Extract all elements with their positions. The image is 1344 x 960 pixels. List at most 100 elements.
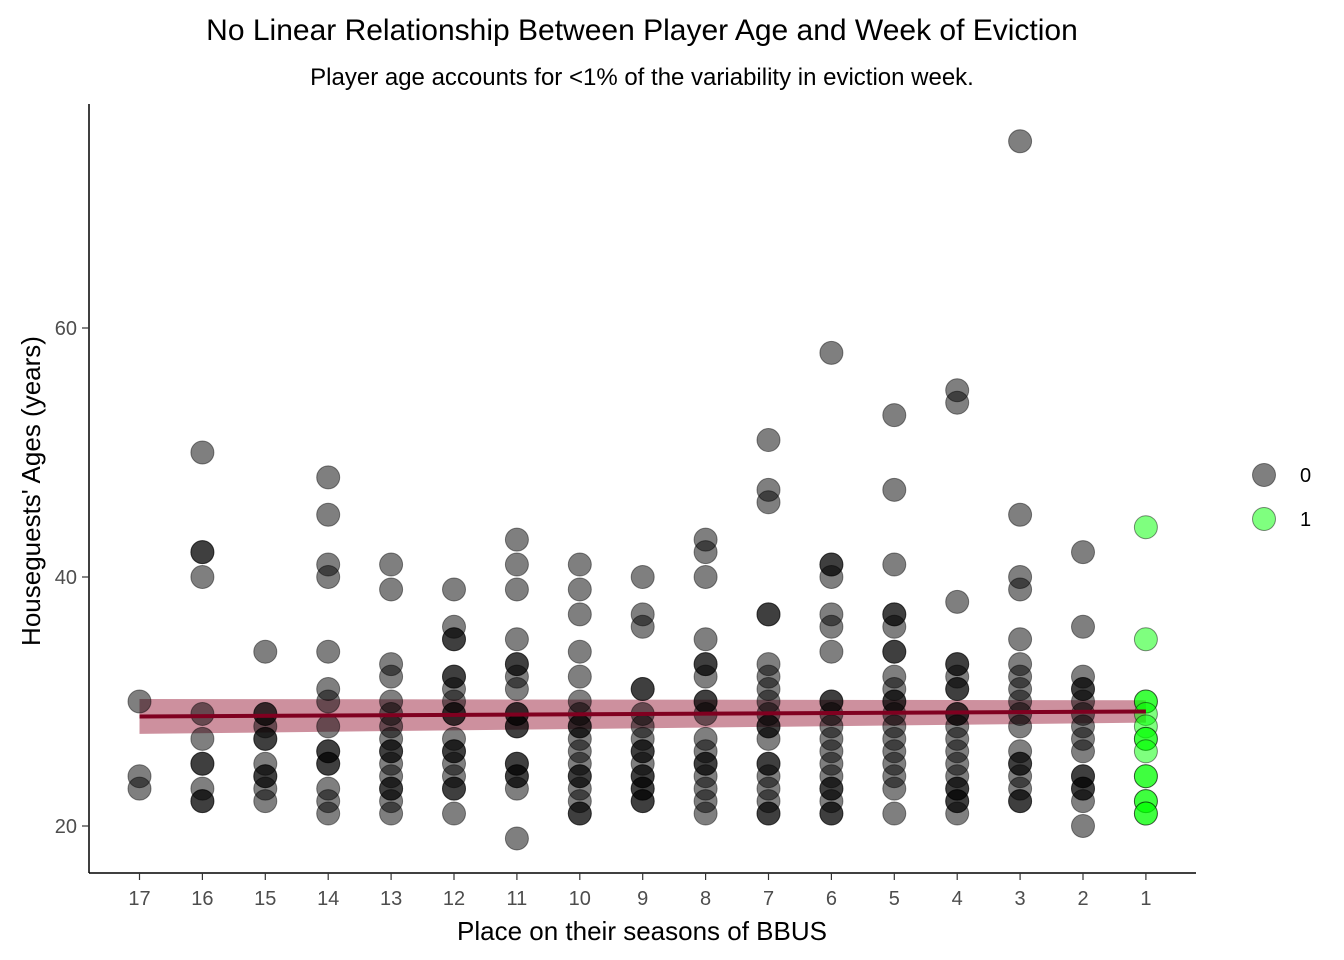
x-axis-ticks: 17 16 15 14 13 12 11 10 9 8 7 6 5 4 3 2 1: [128, 873, 1151, 910]
x-tick-label: 1: [1140, 888, 1151, 910]
data-point: [693, 565, 718, 589]
x-tick-label: 7: [763, 888, 774, 910]
data-point: [882, 477, 907, 502]
y-axis-ticks: 20 40 60: [55, 318, 89, 838]
data-point: [756, 801, 781, 826]
data-point: [504, 826, 529, 851]
data-point: [1008, 129, 1033, 154]
data-point: [567, 602, 592, 627]
legend: 01: [1252, 463, 1311, 531]
data-point: [756, 726, 781, 751]
data-point: [190, 540, 215, 565]
data-point: [1133, 739, 1158, 764]
x-tick-label: 14: [317, 888, 339, 910]
data-point: [127, 689, 152, 714]
data-point: [1008, 627, 1033, 652]
data-point: [504, 677, 529, 702]
data-point: [819, 801, 844, 826]
data-point: [379, 801, 404, 826]
x-tick-label: 8: [700, 888, 711, 910]
data-point: [253, 726, 278, 751]
data-point: [190, 751, 215, 776]
y-tick-label: 40: [55, 567, 77, 589]
data-point: [567, 801, 592, 826]
data-point: [253, 789, 278, 814]
data-point: [819, 340, 844, 365]
data-point: [316, 689, 341, 714]
x-axis-label: Place on their seasons of BBUS: [457, 916, 827, 946]
x-tick-label: 4: [952, 888, 963, 910]
data-point: [379, 552, 404, 577]
data-point: [379, 577, 404, 602]
x-tick-label: 3: [1015, 888, 1026, 910]
data-point: [945, 801, 970, 826]
data-point: [882, 614, 907, 639]
data-point: [190, 701, 215, 726]
data-point: [882, 403, 907, 428]
data-point: [1008, 577, 1033, 602]
x-tick-label: 9: [637, 888, 648, 910]
data-point: [1133, 764, 1158, 789]
data-point: [127, 776, 152, 801]
x-tick-label: 13: [380, 888, 402, 910]
x-tick-label: 15: [254, 888, 276, 910]
legend-label: 0: [1300, 465, 1311, 487]
data-point: [316, 465, 341, 490]
data-point: [316, 565, 341, 589]
data-point: [882, 776, 907, 801]
data-point: [1008, 502, 1033, 527]
data-point: [1133, 801, 1158, 826]
data-point: [504, 714, 529, 739]
data-point: [1071, 789, 1095, 814]
data-point: [567, 577, 592, 602]
data-point: [567, 552, 592, 577]
data-point: [1071, 540, 1095, 565]
data-point: [756, 490, 781, 515]
data-point: [756, 602, 781, 627]
data-point: [693, 540, 718, 565]
data-point: [190, 726, 215, 751]
data-point: [504, 527, 529, 552]
data-point: [945, 677, 970, 702]
legend-key: [1252, 463, 1276, 487]
y-axis-label: Houseguests' Ages (years): [16, 336, 46, 646]
data-point: [756, 428, 781, 453]
chart-title: No Linear Relationship Between Player Ag…: [206, 14, 1078, 47]
data-point: [882, 552, 907, 577]
data-point: [190, 565, 215, 589]
data-point: [190, 440, 215, 465]
data-point: [442, 776, 466, 801]
data-point: [1133, 627, 1158, 652]
data-point: [504, 577, 529, 602]
data-point: [253, 639, 278, 664]
data-point: [1008, 714, 1033, 739]
x-tick-label: 5: [889, 888, 900, 910]
data-point: [567, 639, 592, 664]
data-point: [882, 801, 907, 826]
legend-label: 1: [1300, 509, 1311, 531]
x-tick-label: 6: [826, 888, 837, 910]
data-point: [442, 577, 466, 602]
x-tick-label: 17: [128, 888, 150, 910]
data-point: [504, 627, 529, 652]
x-tick-label: 10: [569, 888, 591, 910]
data-point: [316, 714, 341, 739]
data-point: [630, 614, 655, 639]
data-point: [316, 502, 341, 527]
data-point: [316, 639, 341, 664]
x-tick-label: 12: [443, 888, 465, 910]
data-point: [504, 776, 529, 801]
data-point: [1071, 614, 1095, 639]
points-layer: [127, 129, 1158, 851]
data-point: [819, 639, 844, 664]
data-point: [945, 589, 970, 614]
data-point: [693, 801, 718, 826]
data-point: [693, 664, 718, 689]
data-point: [316, 801, 341, 826]
data-point: [442, 801, 466, 826]
data-point: [945, 390, 970, 415]
y-tick-label: 60: [55, 318, 77, 340]
chart-subtitle: Player age accounts for <1% of the varia…: [310, 64, 974, 91]
data-point: [567, 664, 592, 689]
